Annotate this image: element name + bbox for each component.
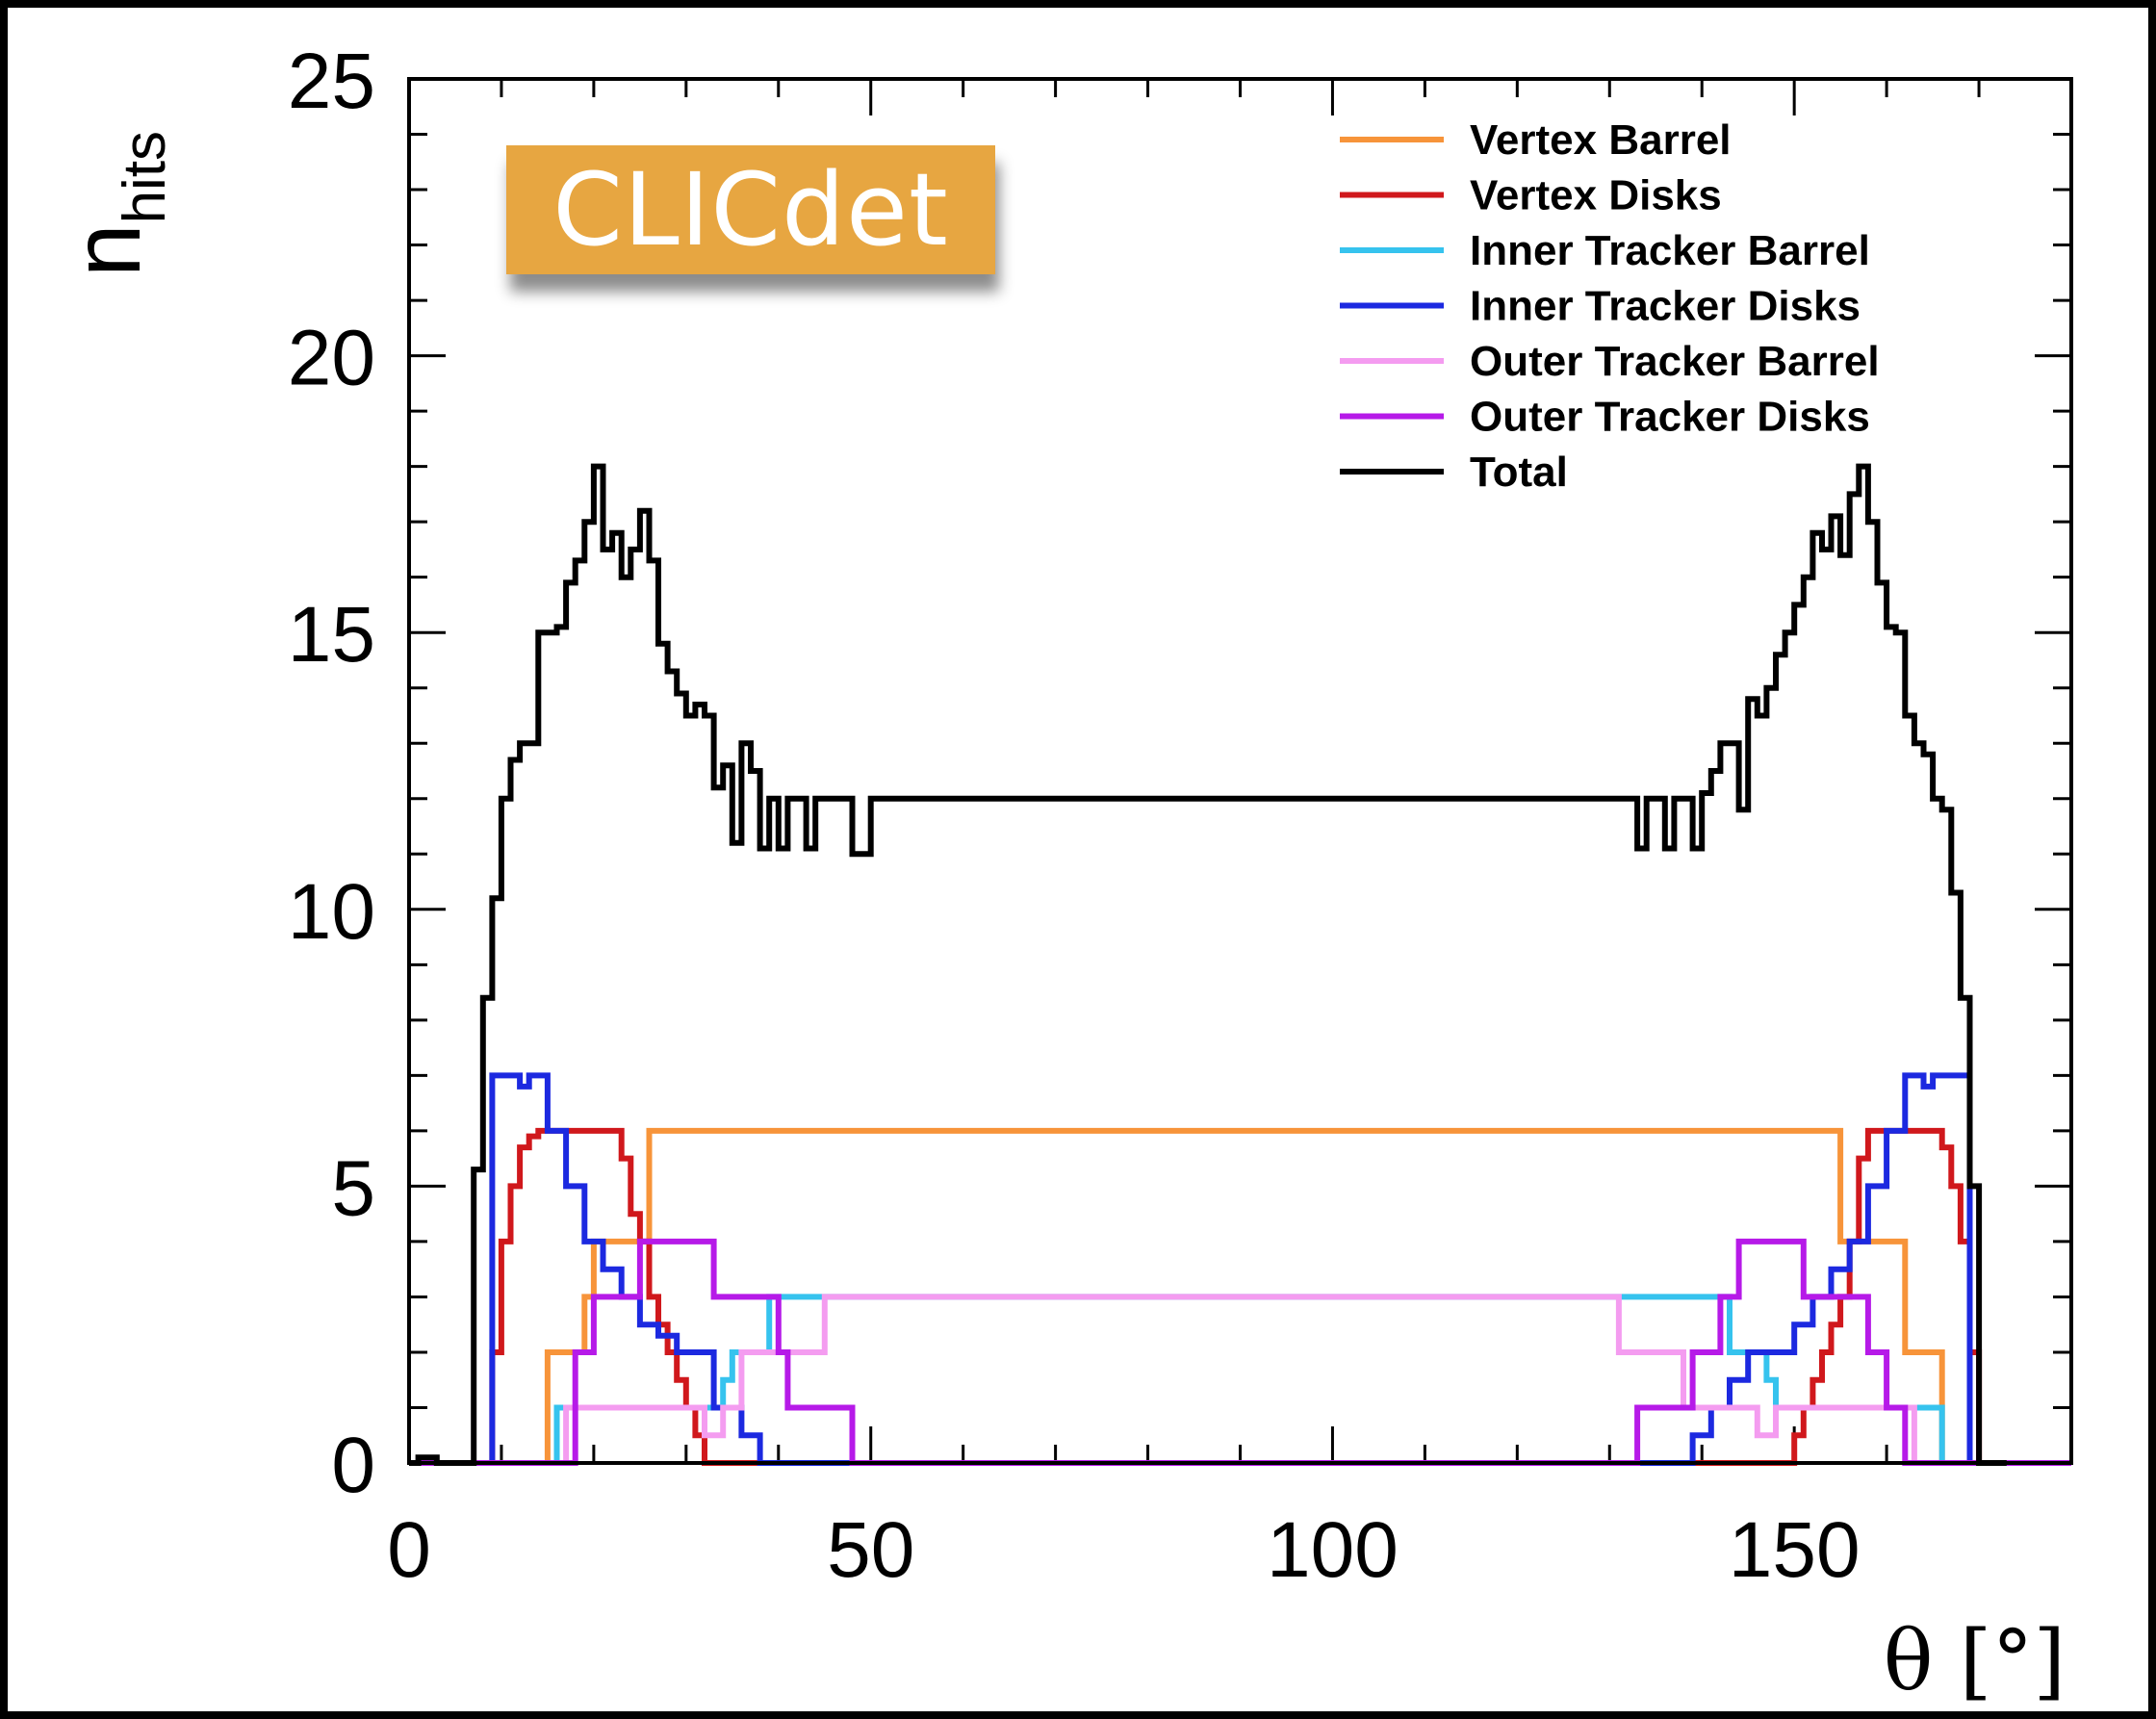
y-tick-label: 20 [288,315,375,402]
series-vertex-disks [409,1127,2071,1466]
x-tick-label: 100 [1267,1506,1399,1594]
legend-label-inner-tracker-disks: Inner Tracker Disks [1470,283,1861,330]
hits-vs-theta-chart: 0 50 100 150 0 5 10 15 20 25 θ [°] nhits Vertex … [53,38,2073,1709]
series-total [409,463,2007,1466]
legend-label-outer-tracker-barrel: Outer Tracker Barrel [1470,338,1880,385]
y-axis-title-base: n [53,223,161,277]
legend-label-total: Total [1470,449,1568,496]
legend-label-outer-tracker-disks: Outer Tracker Disks [1470,394,1870,441]
legend: Vertex Barrel Vertex Disks Inner Tracker B… [1340,116,1880,496]
legend-label-inner-tracker-barrel: Inner Tracker Barrel [1470,227,1870,274]
x-tick-label: 150 [1729,1506,1861,1594]
svg-text:nhits: nhits [53,131,178,277]
y-tick-label: 25 [288,38,375,125]
series-vertex-barrel [409,1127,2071,1466]
y-tick-label: 10 [288,868,375,956]
series-outer-tracker-barrel [409,1294,2071,1466]
x-tick-label: 0 [387,1506,431,1594]
y-tick-label: 5 [331,1144,375,1232]
y-axis-title-sub: hits [112,131,178,223]
y-tick-label: 0 [331,1422,375,1509]
y-tick-labels: 0 5 10 15 20 25 [288,38,375,1509]
y-axis-title: nhits [53,131,178,277]
legend-label-vertex-barrel: Vertex Barrel [1470,116,1732,164]
y-tick-label: 15 [288,591,375,679]
series-layer [409,463,2071,1466]
x-axis-title: θ [°] [1884,1613,2066,1709]
x-tick-labels: 0 50 100 150 [387,1506,1860,1594]
legend-label-vertex-disks: Vertex Disks [1470,172,1722,219]
chart-frame: 0 50 100 150 0 5 10 15 20 25 θ [°] nhits Vertex … [8,8,2148,1711]
clicdet-badge: CLICdet [506,145,995,274]
plot-frame [407,77,2073,1465]
x-tick-label: 50 [827,1506,914,1594]
